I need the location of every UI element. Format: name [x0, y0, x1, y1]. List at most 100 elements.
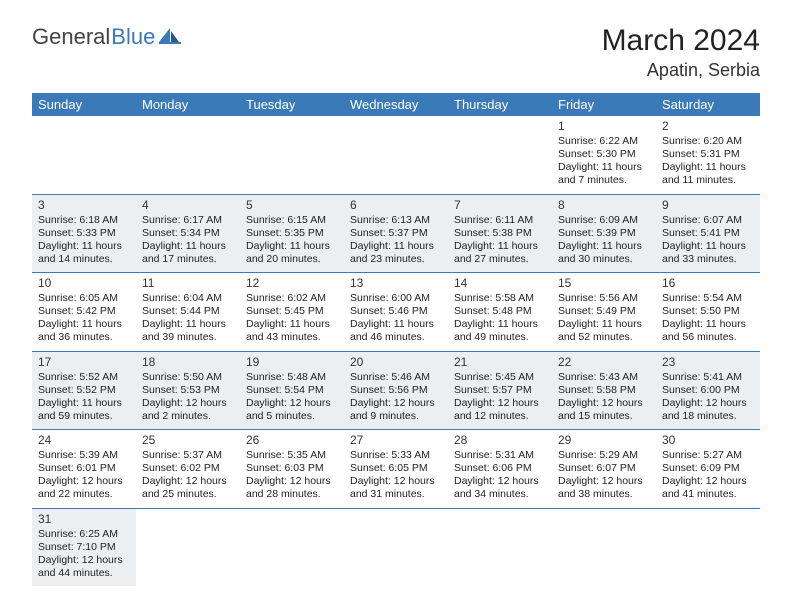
calendar-empty-cell: [240, 116, 344, 194]
daylight-text-1: Daylight: 11 hours: [558, 161, 650, 174]
daylight-text-1: Daylight: 11 hours: [246, 240, 338, 253]
daylight-text-1: Daylight: 11 hours: [142, 240, 234, 253]
sunrise-text: Sunrise: 6:17 AM: [142, 214, 234, 227]
calendar-week: 1Sunrise: 6:22 AMSunset: 5:30 PMDaylight…: [32, 116, 760, 194]
daylight-text-1: Daylight: 12 hours: [246, 475, 338, 488]
daylight-text-2: and 56 minutes.: [662, 331, 754, 344]
sunrise-text: Sunrise: 6:00 AM: [350, 292, 442, 305]
daylight-text-1: Daylight: 12 hours: [38, 554, 130, 567]
sunrise-text: Sunrise: 6:11 AM: [454, 214, 546, 227]
calendar-empty-cell: [240, 508, 344, 586]
calendar-cell: 19Sunrise: 5:48 AMSunset: 5:54 PMDayligh…: [240, 351, 344, 430]
calendar-cell: 28Sunrise: 5:31 AMSunset: 6:06 PMDayligh…: [448, 430, 552, 509]
sunrise-text: Sunrise: 5:31 AM: [454, 449, 546, 462]
daylight-text-1: Daylight: 12 hours: [558, 397, 650, 410]
daylight-text-1: Daylight: 11 hours: [662, 240, 754, 253]
calendar-empty-cell: [344, 116, 448, 194]
daylight-text-2: and 9 minutes.: [350, 410, 442, 423]
calendar-header-row: SundayMondayTuesdayWednesdayThursdayFrid…: [32, 93, 760, 116]
calendar-cell: 26Sunrise: 5:35 AMSunset: 6:03 PMDayligh…: [240, 430, 344, 509]
sunrise-text: Sunrise: 6:13 AM: [350, 214, 442, 227]
day-number: 14: [454, 276, 546, 291]
sunset-text: Sunset: 5:48 PM: [454, 305, 546, 318]
daylight-text-2: and 28 minutes.: [246, 488, 338, 501]
calendar-cell: 21Sunrise: 5:45 AMSunset: 5:57 PMDayligh…: [448, 351, 552, 430]
sunset-text: Sunset: 5:44 PM: [142, 305, 234, 318]
sunrise-text: Sunrise: 5:39 AM: [38, 449, 130, 462]
daylight-text-2: and 36 minutes.: [38, 331, 130, 344]
calendar-cell: 10Sunrise: 6:05 AMSunset: 5:42 PMDayligh…: [32, 273, 136, 352]
day-header: Friday: [552, 93, 656, 116]
daylight-text-1: Daylight: 11 hours: [558, 240, 650, 253]
day-number: 26: [246, 433, 338, 448]
calendar-empty-cell: [344, 508, 448, 586]
calendar-cell: 23Sunrise: 5:41 AMSunset: 6:00 PMDayligh…: [656, 351, 760, 430]
sunset-text: Sunset: 5:33 PM: [38, 227, 130, 240]
calendar-cell: 17Sunrise: 5:52 AMSunset: 5:52 PMDayligh…: [32, 351, 136, 430]
sunrise-text: Sunrise: 5:35 AM: [246, 449, 338, 462]
sunset-text: Sunset: 5:58 PM: [558, 384, 650, 397]
daylight-text-1: Daylight: 11 hours: [38, 318, 130, 331]
calendar-cell: 22Sunrise: 5:43 AMSunset: 5:58 PMDayligh…: [552, 351, 656, 430]
sunset-text: Sunset: 6:00 PM: [662, 384, 754, 397]
calendar-cell: 31Sunrise: 6:25 AMSunset: 7:10 PMDayligh…: [32, 508, 136, 586]
calendar-cell: 11Sunrise: 6:04 AMSunset: 5:44 PMDayligh…: [136, 273, 240, 352]
sunrise-text: Sunrise: 5:48 AM: [246, 371, 338, 384]
calendar-cell: 3Sunrise: 6:18 AMSunset: 5:33 PMDaylight…: [32, 194, 136, 273]
daylight-text-1: Daylight: 12 hours: [350, 475, 442, 488]
sunrise-text: Sunrise: 5:54 AM: [662, 292, 754, 305]
sunrise-text: Sunrise: 5:50 AM: [142, 371, 234, 384]
day-header: Wednesday: [344, 93, 448, 116]
calendar-empty-cell: [448, 116, 552, 194]
daylight-text-1: Daylight: 12 hours: [350, 397, 442, 410]
daylight-text-2: and 17 minutes.: [142, 253, 234, 266]
sunrise-text: Sunrise: 5:41 AM: [662, 371, 754, 384]
calendar-empty-cell: [136, 116, 240, 194]
day-number: 2: [662, 119, 754, 134]
sunset-text: Sunset: 5:39 PM: [558, 227, 650, 240]
calendar-cell: 16Sunrise: 5:54 AMSunset: 5:50 PMDayligh…: [656, 273, 760, 352]
daylight-text-2: and 27 minutes.: [454, 253, 546, 266]
calendar-week: 3Sunrise: 6:18 AMSunset: 5:33 PMDaylight…: [32, 194, 760, 273]
daylight-text-2: and 25 minutes.: [142, 488, 234, 501]
day-number: 21: [454, 355, 546, 370]
calendar-cell: 15Sunrise: 5:56 AMSunset: 5:49 PMDayligh…: [552, 273, 656, 352]
calendar-empty-cell: [136, 508, 240, 586]
calendar-table: SundayMondayTuesdayWednesdayThursdayFrid…: [32, 93, 760, 586]
daylight-text-1: Daylight: 11 hours: [454, 318, 546, 331]
sunset-text: Sunset: 5:57 PM: [454, 384, 546, 397]
daylight-text-2: and 2 minutes.: [142, 410, 234, 423]
daylight-text-2: and 38 minutes.: [558, 488, 650, 501]
daylight-text-2: and 33 minutes.: [662, 253, 754, 266]
sunset-text: Sunset: 6:02 PM: [142, 462, 234, 475]
day-number: 20: [350, 355, 442, 370]
daylight-text-1: Daylight: 11 hours: [662, 318, 754, 331]
day-number: 4: [142, 198, 234, 213]
brand-general: General: [32, 24, 110, 50]
daylight-text-2: and 52 minutes.: [558, 331, 650, 344]
sunset-text: Sunset: 5:34 PM: [142, 227, 234, 240]
sunrise-text: Sunrise: 5:43 AM: [558, 371, 650, 384]
sunset-text: Sunset: 5:45 PM: [246, 305, 338, 318]
sunset-text: Sunset: 5:30 PM: [558, 148, 650, 161]
calendar-cell: 18Sunrise: 5:50 AMSunset: 5:53 PMDayligh…: [136, 351, 240, 430]
day-number: 28: [454, 433, 546, 448]
sunset-text: Sunset: 6:09 PM: [662, 462, 754, 475]
calendar-cell: 9Sunrise: 6:07 AMSunset: 5:41 PMDaylight…: [656, 194, 760, 273]
sunrise-text: Sunrise: 5:56 AM: [558, 292, 650, 305]
daylight-text-2: and 49 minutes.: [454, 331, 546, 344]
day-number: 19: [246, 355, 338, 370]
sunset-text: Sunset: 5:37 PM: [350, 227, 442, 240]
daylight-text-1: Daylight: 11 hours: [454, 240, 546, 253]
day-header: Sunday: [32, 93, 136, 116]
sunset-text: Sunset: 6:07 PM: [558, 462, 650, 475]
daylight-text-1: Daylight: 12 hours: [454, 475, 546, 488]
daylight-text-2: and 31 minutes.: [350, 488, 442, 501]
calendar-cell: 8Sunrise: 6:09 AMSunset: 5:39 PMDaylight…: [552, 194, 656, 273]
sunset-text: Sunset: 5:38 PM: [454, 227, 546, 240]
sunset-text: Sunset: 5:31 PM: [662, 148, 754, 161]
sunset-text: Sunset: 7:10 PM: [38, 541, 130, 554]
page-title: March 2024: [602, 24, 760, 58]
header: General Blue March 2024 Apatin, Serbia: [0, 0, 792, 89]
calendar-empty-cell: [448, 508, 552, 586]
